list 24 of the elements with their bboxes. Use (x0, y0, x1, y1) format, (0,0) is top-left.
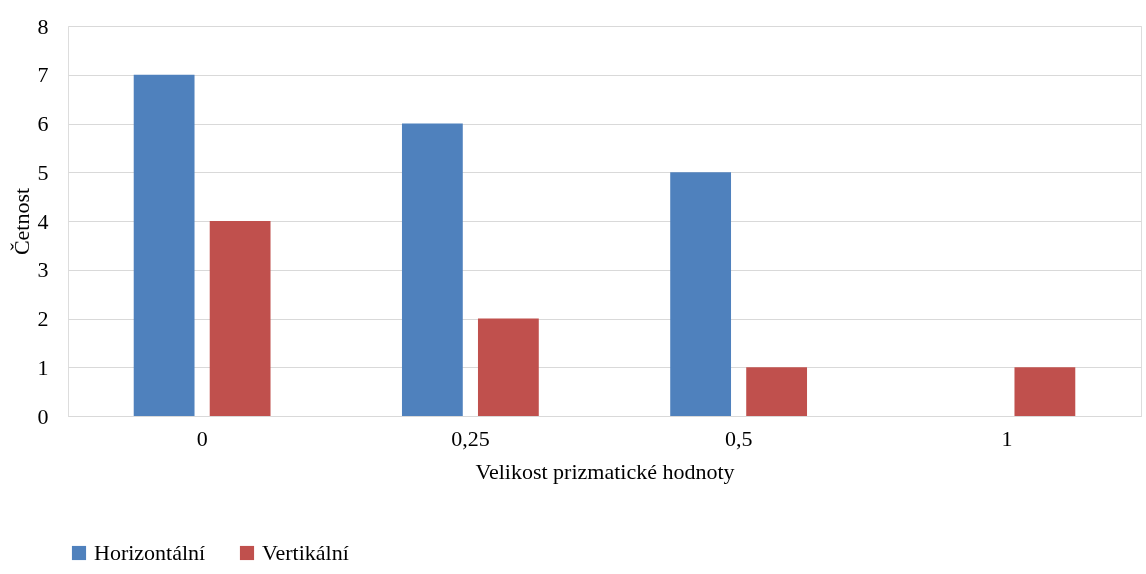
y-tick-label: 7 (37, 62, 49, 88)
y-tick-label: 8 (37, 13, 49, 39)
x-tick-label: 0,5 (724, 425, 753, 451)
bar (209, 221, 271, 416)
bar (670, 172, 732, 416)
y-tick-label: 0 (37, 403, 49, 429)
y-tick-label: 1 (37, 354, 49, 380)
bar (133, 74, 195, 416)
bar (477, 318, 539, 416)
bar (1014, 367, 1076, 416)
x-tick-label: 0,25 (451, 425, 490, 451)
bar (401, 123, 463, 416)
y-tick-label: 2 (37, 306, 49, 331)
y-tick-label: 3 (37, 257, 49, 283)
y-axis-title: Četnost (8, 187, 34, 256)
y-tick-label: 5 (37, 159, 49, 185)
x-tick-label: 0 (196, 425, 208, 451)
y-tick-label: 4 (37, 208, 49, 234)
legend-label: Horizontální (94, 540, 206, 565)
x-axis-title: Velikost prizmatické hodnoty (475, 458, 735, 484)
x-tick-label: 1 (1001, 425, 1013, 451)
legend-label: Vertikální (262, 540, 349, 565)
bar (746, 367, 808, 416)
y-tick-label: 6 (37, 111, 49, 136)
